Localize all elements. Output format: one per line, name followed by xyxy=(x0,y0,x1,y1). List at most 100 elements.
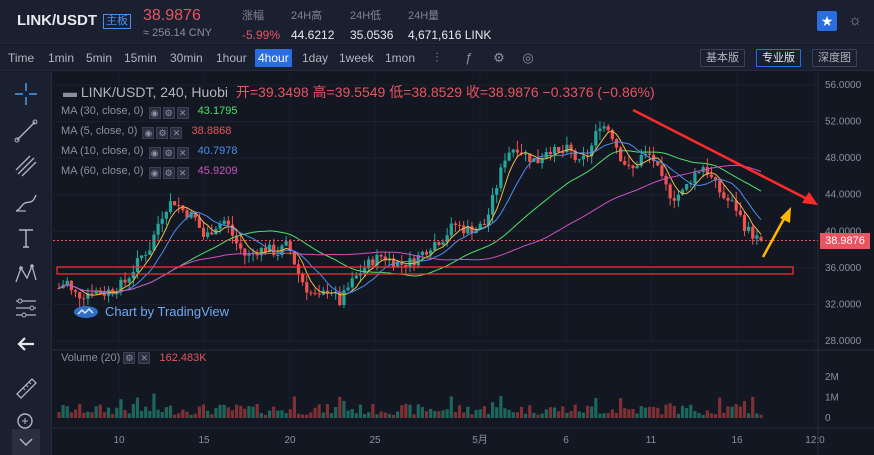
close-icon[interactable]: ✕ xyxy=(176,167,189,179)
settings-gear-icon[interactable]: ⚙ xyxy=(156,127,169,139)
volume-bar xyxy=(185,411,189,418)
candle-body xyxy=(647,153,652,155)
ma-value: 40.7978 xyxy=(197,145,238,157)
timeframe-30min[interactable]: 30min xyxy=(170,51,203,65)
price-tick-label: 56.0000 xyxy=(825,80,862,91)
close-icon[interactable]: ✕ xyxy=(138,352,151,364)
eye-icon[interactable]: ◉ xyxy=(148,167,161,179)
candle-body xyxy=(462,225,466,234)
ma-value: 43.1795 xyxy=(197,105,238,117)
volume-bar xyxy=(284,413,288,418)
volume-bar xyxy=(726,406,730,418)
settings-gear-icon[interactable]: ⚙ xyxy=(123,352,136,364)
ma-legend-10[interactable]: MA (10, close, 0) ◉ ⚙ ✕ 40.7978 xyxy=(61,145,237,159)
candle-body xyxy=(590,145,594,157)
candle-body xyxy=(135,258,140,272)
candle-body xyxy=(718,180,722,193)
candle-body xyxy=(251,252,255,254)
timeframe-1min[interactable]: 1min xyxy=(48,51,75,65)
timeframe-time[interactable]: Time xyxy=(8,51,35,65)
volume-bar xyxy=(557,411,561,418)
settings-gear-icon[interactable]: ⚙ xyxy=(162,147,175,159)
brush-icon[interactable] xyxy=(12,188,40,216)
volume-bar xyxy=(317,404,321,418)
tradingview-watermark[interactable]: Chart by TradingView xyxy=(73,304,229,319)
crosshair-icon[interactable] xyxy=(12,80,40,108)
favorite-star-icon[interactable]: ★ xyxy=(817,11,837,31)
candle-body xyxy=(631,165,635,169)
mode-depth-button[interactable]: 深度图 xyxy=(812,49,857,67)
timeframe-1hour[interactable]: 1hour xyxy=(216,51,247,65)
candle-body xyxy=(98,290,102,295)
candle-body xyxy=(313,292,317,294)
timeframe-1day[interactable]: 1day xyxy=(302,51,329,65)
pattern-icon[interactable] xyxy=(12,260,40,288)
volume-bar xyxy=(57,412,61,418)
mode-pro-button[interactable]: 专业版 xyxy=(756,49,801,67)
timeframe-15min[interactable]: 15min xyxy=(124,51,157,65)
mode-basic-button[interactable]: 基本版 xyxy=(700,49,745,67)
candle-body xyxy=(602,126,606,129)
ma-value: 45.9209 xyxy=(197,165,238,177)
volume-bar xyxy=(552,407,557,418)
ma-legend-5[interactable]: MA (5, close, 0) ◉ ⚙ ✕ 38.8868 xyxy=(61,125,231,139)
settings-gear-icon[interactable]: ⚙ xyxy=(162,107,175,119)
candle-body xyxy=(206,232,210,237)
close-icon[interactable]: ✕ xyxy=(170,127,183,139)
arrow-left-icon[interactable] xyxy=(12,330,40,358)
close-icon[interactable]: ✕ xyxy=(176,107,189,119)
volume-bar xyxy=(218,404,222,418)
price-chart-svg[interactable]: 56.0000 52.0000 48.0000 44.0000 40.0000 36.00… xyxy=(53,72,874,455)
settings-gear-icon[interactable]: ⚙ xyxy=(493,50,505,65)
volume-bar xyxy=(152,393,156,418)
volume-bar xyxy=(635,413,639,418)
collapse-icon[interactable]: ▬ xyxy=(63,84,77,100)
timeframe-4hour[interactable]: 4hour xyxy=(255,49,292,67)
candle-body xyxy=(738,210,742,216)
time-tick-label: 16 xyxy=(731,435,743,446)
volume-bar xyxy=(321,412,325,418)
eye-icon[interactable]: ◉ xyxy=(142,127,155,139)
volume-bar xyxy=(548,407,552,418)
timeframe-1week[interactable]: 1week xyxy=(339,51,374,65)
volume-bar xyxy=(102,412,107,418)
zoom-in-icon[interactable] xyxy=(12,408,40,436)
expand-chevron-icon[interactable] xyxy=(12,427,40,455)
settings-gear-icon[interactable]: ⚙ xyxy=(162,167,175,179)
volume-bar xyxy=(98,404,102,418)
volume-bar xyxy=(614,412,619,418)
volume-bar xyxy=(449,396,453,418)
candle-body xyxy=(243,248,247,256)
ma-legend-30[interactable]: MA (30, close, 0) ◉ ⚙ ✕ 43.1795 xyxy=(61,105,237,119)
fibonacci-icon[interactable] xyxy=(12,294,40,322)
eye-icon[interactable]: ◉ xyxy=(148,107,161,119)
volume-legend[interactable]: Volume (20) ⚙ ✕ 162.483K xyxy=(61,352,207,364)
screenshot-camera-icon[interactable]: ◎ xyxy=(522,50,534,65)
pair-name[interactable]: LINK/USDT xyxy=(17,12,97,29)
price-tick-label: 52.0000 xyxy=(825,117,862,128)
chart-type-icon[interactable]: ⫶ xyxy=(435,50,439,65)
ma-legend-60[interactable]: MA (60, close, 0) ◉ ⚙ ✕ 45.9209 xyxy=(61,165,237,179)
ruler-icon[interactable] xyxy=(12,374,40,402)
chart-pane[interactable]: 56.0000 52.0000 48.0000 44.0000 40.0000 36.00… xyxy=(53,72,874,455)
candle-body xyxy=(759,237,763,241)
eye-icon[interactable]: ◉ xyxy=(148,147,161,159)
volume-bar xyxy=(429,408,433,418)
indicator-fx-icon[interactable]: ƒ xyxy=(465,50,473,65)
close-icon[interactable]: ✕ xyxy=(176,147,189,159)
text-tool-icon[interactable] xyxy=(12,224,40,252)
candle-body xyxy=(102,294,107,296)
theme-sun-icon[interactable]: ☼ xyxy=(848,12,862,29)
timeframe-5min[interactable]: 5min xyxy=(86,51,113,65)
volume-bar xyxy=(519,406,524,418)
candle-body xyxy=(362,268,367,274)
support-box xyxy=(56,266,794,275)
last-price-tag: 38.9876 xyxy=(820,233,870,249)
timeframe-1mon[interactable]: 1mon xyxy=(385,51,416,65)
ma-60-line xyxy=(58,164,762,293)
candle-body xyxy=(433,242,437,251)
volume-bar xyxy=(193,413,197,418)
trendline-icon[interactable] xyxy=(12,117,40,145)
candle-body xyxy=(325,290,330,294)
channel-icon[interactable] xyxy=(12,152,40,180)
